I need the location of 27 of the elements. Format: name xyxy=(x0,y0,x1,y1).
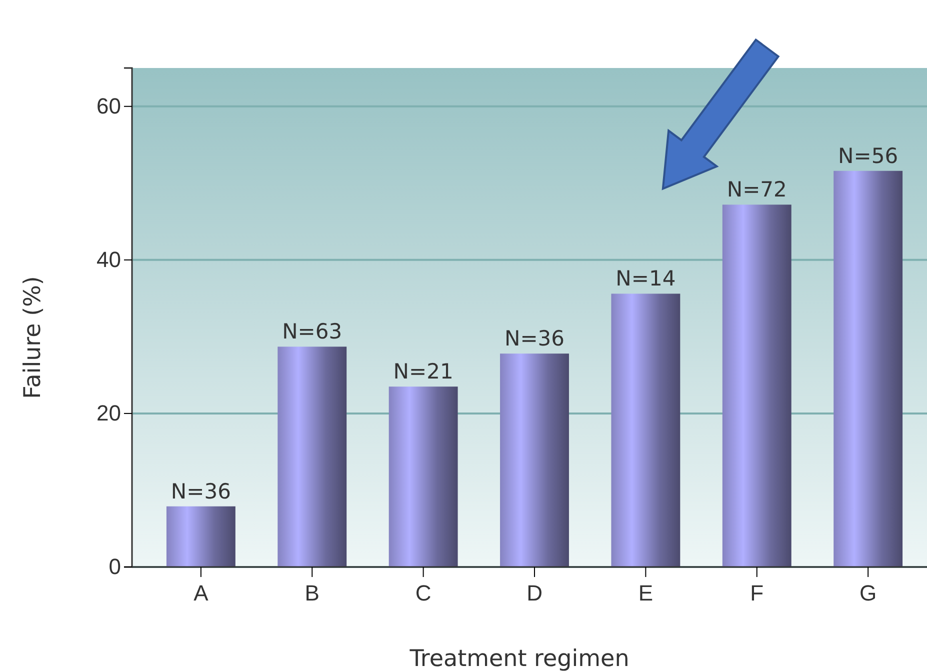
bar xyxy=(278,346,347,567)
bar xyxy=(166,506,236,567)
bar xyxy=(611,294,680,567)
y-axis-title: Failure (%) xyxy=(20,276,46,399)
bar xyxy=(500,354,569,567)
x-tick-label: D xyxy=(526,580,542,606)
annotation: N=72 xyxy=(726,178,787,202)
y-tick-label: 40 xyxy=(96,246,121,272)
x-axis-title: Treatment regimen xyxy=(408,646,630,672)
y-tick-label: 0 xyxy=(108,554,121,580)
annotation: N=36 xyxy=(170,479,231,504)
annotation: N=36 xyxy=(504,326,565,351)
x-tick-label: F xyxy=(750,580,764,606)
bar xyxy=(388,386,458,567)
annotation: N=21 xyxy=(393,360,454,384)
annotation: N=14 xyxy=(616,266,676,291)
x-tick-label: B xyxy=(304,580,320,606)
y-tick-label: 20 xyxy=(96,400,121,426)
annotation: N=56 xyxy=(838,144,898,168)
x-tick-label: E xyxy=(638,580,654,606)
x-tick-label: C xyxy=(415,580,432,606)
y-tick-label: 60 xyxy=(96,93,121,118)
x-tick-label: G xyxy=(860,580,877,606)
x-tick-label: A xyxy=(194,580,209,606)
annotation: N=63 xyxy=(282,320,342,344)
bar xyxy=(722,204,792,567)
bar xyxy=(834,170,903,567)
